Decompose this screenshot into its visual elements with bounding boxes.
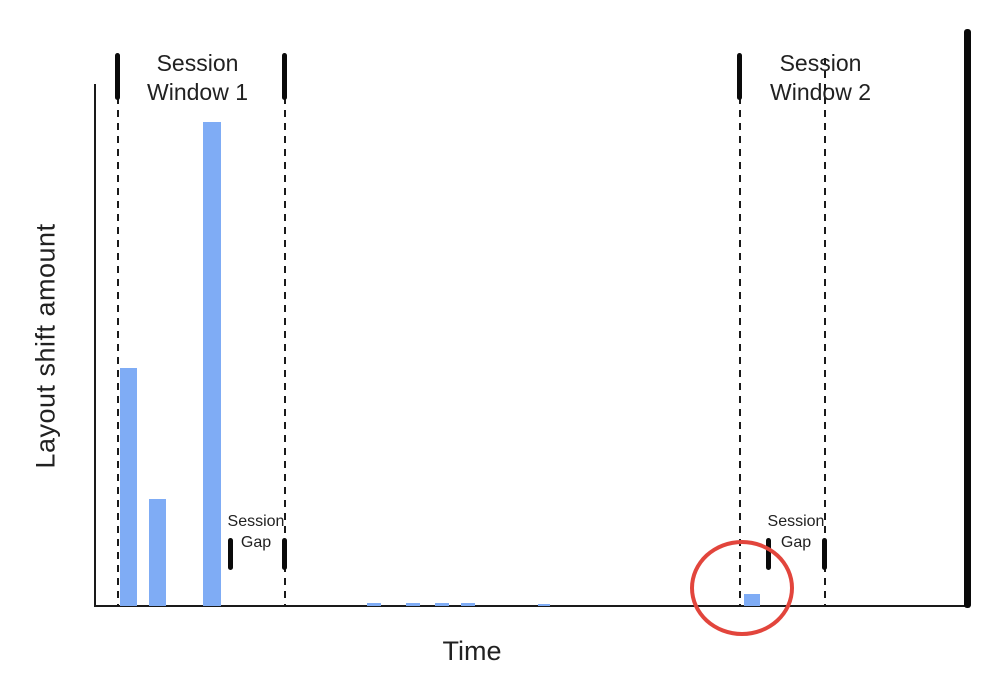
layout-shift-bar <box>367 603 381 606</box>
layout-shift-bar <box>149 499 166 606</box>
layout-shift-bar <box>461 603 475 606</box>
session-window-tick <box>282 53 287 100</box>
y-axis-line <box>94 84 96 606</box>
layout-shift-bar <box>203 122 221 606</box>
session-boundary-dashed-line <box>739 58 741 607</box>
end-of-timeline-line <box>964 29 971 608</box>
session-window-2-label-line2: Window 2 <box>770 79 871 105</box>
session-boundary-dashed-line <box>824 58 826 607</box>
highlight-circle <box>690 540 794 636</box>
session-boundary-dashed-line <box>284 58 286 607</box>
session-gap-tick <box>822 538 827 570</box>
x-axis-label: Time <box>442 636 502 666</box>
layout-shift-bar <box>120 368 137 606</box>
session-gap-tick <box>282 538 287 570</box>
session-boundary-dashed-line <box>117 58 119 607</box>
session-gap-2-label: Session Gap <box>766 511 826 553</box>
session-window-1-label: Session Window 1 <box>120 49 275 107</box>
session-gap-1-label: Session Gap <box>226 511 286 553</box>
session-window-tick <box>737 53 742 100</box>
session-window-tick <box>115 53 120 100</box>
layout-shift-bar <box>538 604 550 606</box>
layout-shift-bar <box>406 603 420 606</box>
y-axis-label: Layout shift amount <box>30 223 61 469</box>
session-gap-1-label-line2: Gap <box>240 534 272 551</box>
session-gap-2-label-line2: Gap <box>780 534 812 551</box>
x-axis-line <box>94 605 967 607</box>
session-gap-1-label-line1: Session <box>227 513 285 530</box>
session-gap-2-label-line1: Session <box>767 513 825 530</box>
session-window-1-label-line2: Window 1 <box>147 79 248 105</box>
session-gap-tick <box>228 538 233 570</box>
layout-shift-bar <box>435 603 449 606</box>
session-window-1-label-line1: Session <box>156 50 239 76</box>
session-window-2-label: Session Window 2 <box>743 49 898 107</box>
session-window-2-label-line1: Session <box>779 50 862 76</box>
